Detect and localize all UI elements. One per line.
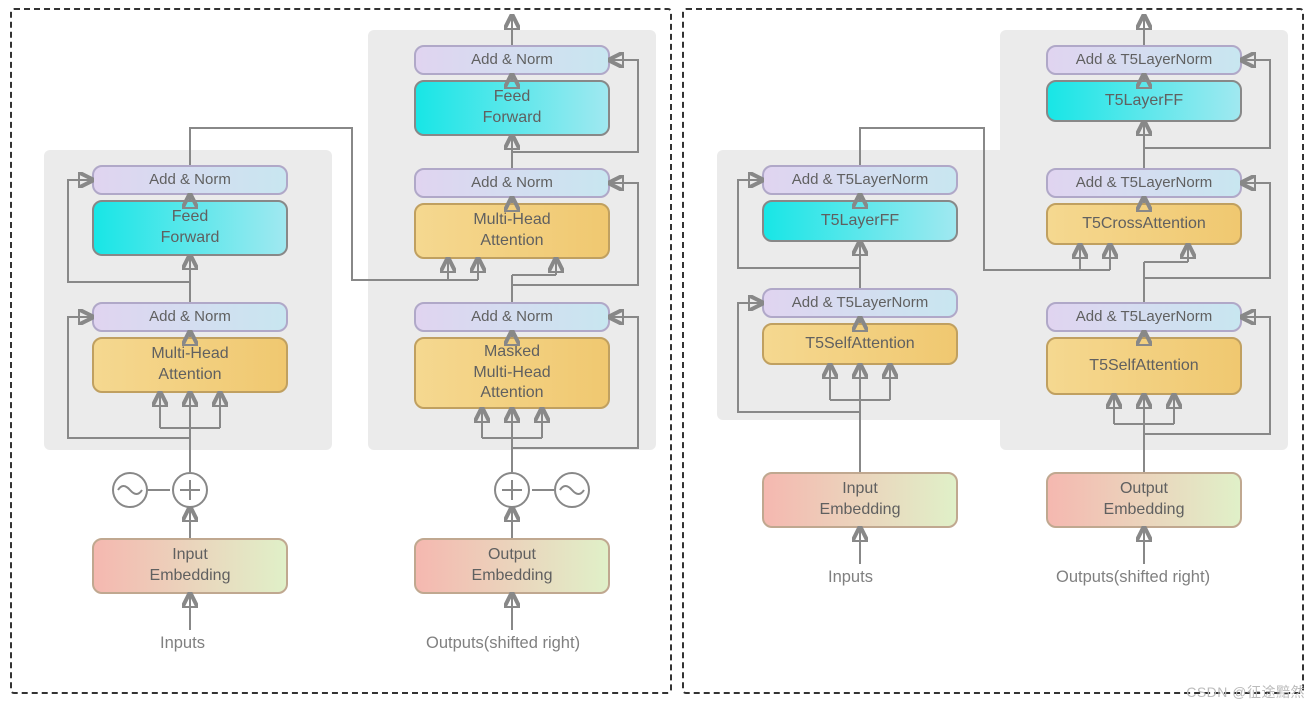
label: MaskedMulti-HeadAttention [473, 342, 550, 404]
right-enc-attn: T5SelfAttention [762, 323, 958, 365]
left-dec-outputs-label: Outputs(shifted right) [426, 634, 580, 653]
left-enc-sine-icon [112, 472, 148, 508]
label: Add & Norm [471, 50, 553, 70]
label: FeedForward [483, 87, 542, 129]
label: Multi-HeadAttention [473, 210, 550, 252]
left-dec-mattn: MaskedMulti-HeadAttention [414, 337, 610, 409]
label: InputEmbedding [820, 479, 901, 521]
watermark: CSDN @征途黯然 [1186, 682, 1305, 702]
right-enc-addnorm2: Add & T5LayerNorm [762, 165, 958, 195]
left-enc-inputs-label: Inputs [160, 634, 205, 653]
right-enc-addnorm1: Add & T5LayerNorm [762, 288, 958, 318]
right-dec-addnorm3: Add & T5LayerNorm [1046, 45, 1242, 75]
label: Add & T5LayerNorm [1076, 173, 1212, 193]
left-dec-embed: OutputEmbedding [414, 538, 610, 594]
label: FeedForward [161, 207, 220, 249]
left-enc-addnorm2: Add & Norm [92, 165, 288, 195]
left-dec-plus-icon [494, 472, 530, 508]
label: T5LayerFF [821, 211, 899, 232]
right-dec-embed: OutputEmbedding [1046, 472, 1242, 528]
left-enc-embed: InputEmbedding [92, 538, 288, 594]
left-enc-addnorm1: Add & Norm [92, 302, 288, 332]
right-enc-embed: InputEmbedding [762, 472, 958, 528]
right-dec-addnorm1: Add & T5LayerNorm [1046, 302, 1242, 332]
left-dec-addnorm2: Add & Norm [414, 168, 610, 198]
label: Add & Norm [471, 307, 553, 327]
label: Add & T5LayerNorm [1076, 50, 1212, 70]
label: Add & T5LayerNorm [792, 170, 928, 190]
left-dec-addnorm3: Add & Norm [414, 45, 610, 75]
left-dec-ff: FeedForward [414, 80, 610, 136]
left-dec-addnorm1: Add & Norm [414, 302, 610, 332]
label: OutputEmbedding [472, 545, 553, 587]
right-enc-inputs-label: Inputs [828, 568, 873, 587]
label: T5LayerFF [1105, 91, 1183, 112]
left-enc-attn: Multi-HeadAttention [92, 337, 288, 393]
label: Add & T5LayerNorm [792, 293, 928, 313]
right-dec-outputs-label: Outputs(shifted right) [1056, 568, 1210, 587]
label: Add & Norm [149, 170, 231, 190]
label: Add & Norm [149, 307, 231, 327]
left-enc-ff: FeedForward [92, 200, 288, 256]
label: Multi-HeadAttention [151, 344, 228, 386]
left-encoder-bg [44, 150, 332, 450]
right-dec-mattn: T5SelfAttention [1046, 337, 1242, 395]
right-dec-xattn: T5CrossAttention [1046, 203, 1242, 245]
right-dec-addnorm2: Add & T5LayerNorm [1046, 168, 1242, 198]
right-dec-ff: T5LayerFF [1046, 80, 1242, 122]
label: T5CrossAttention [1082, 214, 1206, 235]
label: InputEmbedding [150, 545, 231, 587]
label: OutputEmbedding [1104, 479, 1185, 521]
right-enc-ff: T5LayerFF [762, 200, 958, 242]
left-dec-xattn: Multi-HeadAttention [414, 203, 610, 259]
label: Add & Norm [471, 173, 553, 193]
label: Add & T5LayerNorm [1076, 307, 1212, 327]
left-dec-sine-icon [554, 472, 590, 508]
left-enc-plus-icon [172, 472, 208, 508]
label: T5SelfAttention [805, 334, 914, 355]
label: T5SelfAttention [1089, 356, 1198, 377]
